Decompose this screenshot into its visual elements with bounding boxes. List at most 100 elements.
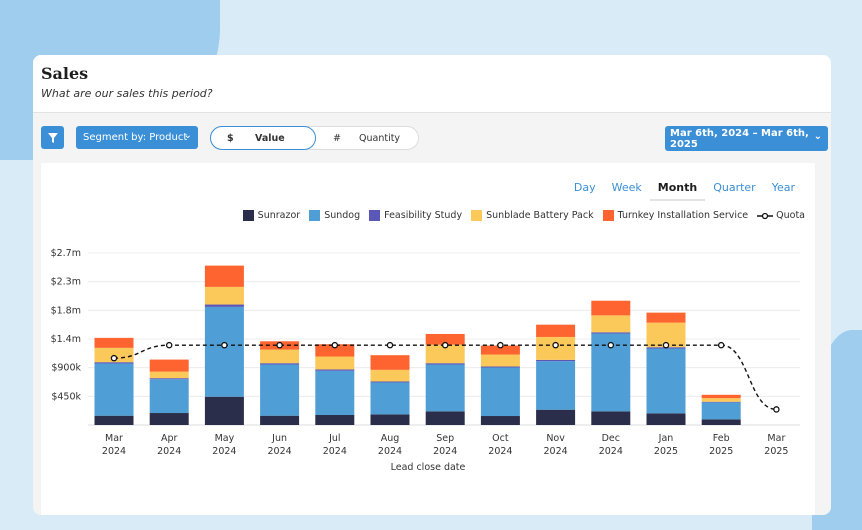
bar-segment xyxy=(701,398,741,402)
legend-swatch xyxy=(369,210,381,221)
x-tick-label: 2024 xyxy=(433,446,457,457)
bar-segment xyxy=(315,414,355,425)
bar-segment xyxy=(204,306,244,397)
y-tick-label: $450k xyxy=(51,391,81,402)
x-tick-label: 2024 xyxy=(378,446,402,457)
legend-swatch xyxy=(309,210,321,221)
x-tick-label: Apr xyxy=(161,433,178,444)
x-tick-label: 2025 xyxy=(709,446,733,457)
bar-segment xyxy=(701,419,741,425)
quota-point xyxy=(386,341,394,349)
tab-year[interactable]: Year xyxy=(771,181,795,194)
bar-segment xyxy=(204,396,244,425)
bar-segment xyxy=(646,348,686,414)
x-tick-label: Oct xyxy=(492,433,509,444)
quota-line-icon xyxy=(757,212,774,219)
quota-point xyxy=(773,406,780,413)
bar-segment xyxy=(370,381,410,383)
bar-segment xyxy=(315,369,355,371)
bar-segment xyxy=(591,315,631,333)
y-tick-label: $2.3m xyxy=(51,277,81,288)
legend-swatch xyxy=(242,210,254,221)
tab-month[interactable]: Month xyxy=(649,181,706,201)
legend-item[interactable]: Feasibility Study xyxy=(369,210,462,221)
chevron-down-icon: ⌄ xyxy=(813,131,822,142)
legend-swatch xyxy=(602,210,614,221)
bar-segment xyxy=(94,415,134,425)
bar-segment xyxy=(315,344,355,357)
date-range-label: Mar 6th, 2024 – Mar 6th, 2025 xyxy=(670,127,809,150)
card-header: Sales What are our sales this period? xyxy=(33,55,831,113)
chevron-down-icon: ⌄ xyxy=(183,130,192,141)
bar-segment xyxy=(646,312,686,323)
quota-point xyxy=(662,341,670,349)
bar-segment xyxy=(370,369,410,382)
x-tick-label: Jun xyxy=(271,433,287,444)
bar-segment xyxy=(425,364,465,412)
legend-item[interactable]: Turnkey Installation Service xyxy=(602,210,749,221)
bar-segment xyxy=(425,363,465,365)
legend-item[interactable]: Sunrazor xyxy=(242,210,300,221)
legend-label: Sundog xyxy=(324,210,361,221)
x-tick-label: 2025 xyxy=(654,446,678,457)
legend-item[interactable]: Sundog xyxy=(309,210,360,221)
segment-by-dropdown[interactable]: Segment by: Product ⌄ xyxy=(76,126,198,149)
bar-segment xyxy=(536,409,576,425)
x-tick-label: 2024 xyxy=(102,446,126,457)
bar-segment xyxy=(480,366,520,368)
bar-segment xyxy=(204,286,244,305)
filter-icon xyxy=(47,132,58,143)
bar-segment xyxy=(260,363,300,365)
sales-card: Sales What are our sales this period? Se… xyxy=(33,55,831,515)
bar-segment xyxy=(94,363,134,416)
page-title: Sales xyxy=(41,64,89,83)
tab-week[interactable]: Week xyxy=(611,181,642,194)
x-tick-label: Sep xyxy=(436,433,454,444)
bar-segment xyxy=(315,356,355,370)
x-tick-label: 2024 xyxy=(599,446,623,457)
x-tick-label: 2024 xyxy=(268,446,292,457)
x-tick-label: May xyxy=(215,433,235,444)
bar-segment xyxy=(370,414,410,425)
bar-segment xyxy=(425,411,465,425)
x-tick-label: 2024 xyxy=(157,446,181,457)
segment-label: Segment by: Product xyxy=(83,132,188,143)
legend-label: Feasibility Study xyxy=(384,210,463,221)
quantity-option[interactable]: # Quantity xyxy=(317,126,417,150)
x-tick-label: Jan xyxy=(658,433,674,444)
x-tick-label: Nov xyxy=(546,433,565,444)
bar-segment xyxy=(701,402,741,420)
x-tick-label: Aug xyxy=(381,433,400,444)
x-tick-label: 2025 xyxy=(764,446,788,457)
bar-segment xyxy=(315,370,355,415)
stacked-bar-chart: $450k $900k $1.4m $1.8m $2.3m $2.7m Mar 2024 Apr… xyxy=(51,248,800,473)
quantity-label: Quantity xyxy=(359,132,401,144)
quota-point xyxy=(331,341,339,349)
bar-segment xyxy=(536,359,576,362)
legend-swatch xyxy=(471,210,483,221)
quota-point xyxy=(110,354,118,362)
bar-segment xyxy=(425,344,465,364)
bar-segment xyxy=(591,411,631,425)
bar-segment xyxy=(94,362,134,364)
x-tick-label: 2024 xyxy=(323,446,347,457)
bar-segment xyxy=(591,332,631,334)
bar-segment xyxy=(536,324,576,337)
tab-quarter[interactable]: Quarter xyxy=(713,181,756,194)
y-tick-label: $1.8m xyxy=(51,305,81,316)
legend-label: Turnkey Installation Service xyxy=(617,210,749,221)
date-range-dropdown[interactable]: Mar 6th, 2024 – Mar 6th, 2025 ⌄ xyxy=(665,126,828,151)
bar-segment xyxy=(370,382,410,415)
legend-item-quota[interactable]: Quota xyxy=(757,210,805,221)
value-option[interactable]: $ Value xyxy=(210,126,316,150)
x-tick-label: Dec xyxy=(602,433,620,444)
legend-item[interactable]: Sunblade Battery Pack xyxy=(471,210,594,221)
quota-point xyxy=(221,341,228,349)
filter-button[interactable] xyxy=(41,126,64,149)
value-label: Value xyxy=(255,132,285,144)
bar-segment xyxy=(480,416,520,425)
tab-day[interactable]: Day xyxy=(573,181,596,194)
bar-segment xyxy=(149,371,189,379)
x-tick-label: 2024 xyxy=(488,446,512,457)
x-tick-label: 2024 xyxy=(544,446,568,457)
